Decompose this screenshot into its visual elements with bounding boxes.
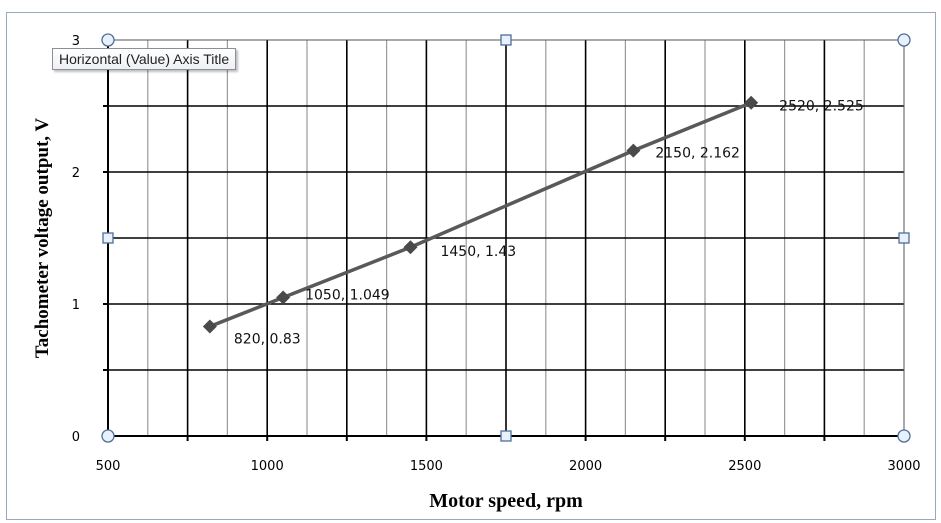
x-tick-label: 2000 [569,459,602,474]
corner-resize-handle[interactable] [897,429,911,443]
corner-resize-handle[interactable] [897,33,911,47]
y-tick-label: 3 [72,34,80,49]
y-axis-title[interactable]: Tachometer voltage output, V [32,118,53,359]
data-point-marker [202,319,217,334]
corner-resize-handle[interactable] [101,33,115,47]
series-line [209,101,752,329]
x-tick-label: 3000 [887,459,920,474]
data-labels: 820, 0.83 1050, 1.049 1450, 1.43 2150, 2.16… [234,99,864,348]
axis-title-tooltip: Horizontal (Value) Axis Title [52,48,237,70]
x-tick-label: 2500 [728,459,761,474]
selection-handles [101,33,911,443]
data-series [202,95,759,334]
data-label: 1050, 1.049 [305,288,390,304]
data-point-marker [626,143,641,158]
data-point-marker [276,290,291,305]
data-label: 820, 0.83 [234,331,301,347]
y-tick-label: 0 [72,430,80,445]
x-tick-label: 500 [96,459,121,474]
data-label: 1450, 1.43 [440,244,516,260]
side-resize-handle[interactable] [500,34,512,46]
y-tick-label: 2 [72,166,80,181]
data-label: 2520, 2.525 [779,99,864,115]
side-resize-handle[interactable] [898,232,910,244]
side-resize-handle[interactable] [102,232,114,244]
side-resize-handle[interactable] [500,430,512,442]
data-label: 2150, 2.162 [655,146,740,162]
tick-labels: 500 1000 1500 2000 2500 3000 0 1 2 3 [72,34,921,474]
y-tick-label: 1 [72,298,80,313]
x-axis-title[interactable]: Motor speed, rpm [429,490,583,512]
x-tick-label: 1000 [251,459,284,474]
corner-resize-handle[interactable] [101,429,115,443]
data-point-marker [403,240,418,255]
x-tick-label: 1500 [410,459,443,474]
data-point-marker [744,95,759,110]
